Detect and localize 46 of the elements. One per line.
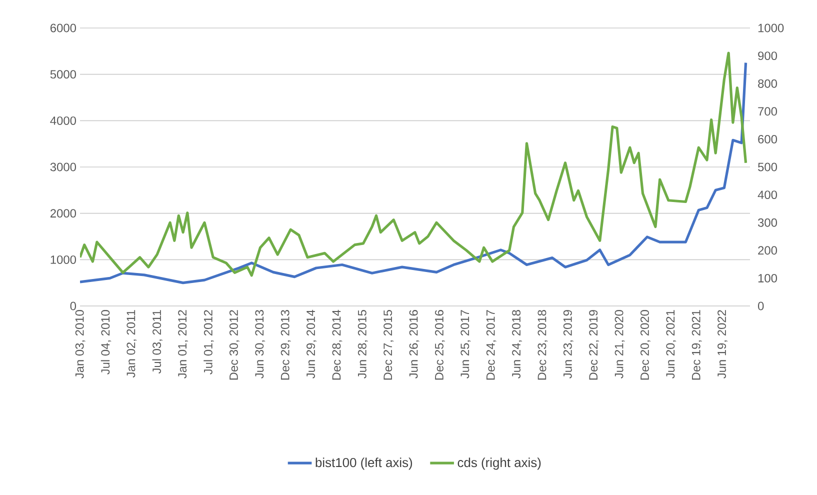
legend-label: bist100 (left axis) bbox=[316, 458, 412, 470]
y-tick-label: 0 bbox=[70, 302, 76, 310]
y2-tick-label: 900 bbox=[758, 52, 778, 60]
y2-tick-label: 800 bbox=[758, 79, 778, 88]
x-tick-label: Dec 22, 2019 bbox=[589, 310, 599, 380]
y2-tick-label: 100 bbox=[758, 274, 778, 282]
x-tick-label: Dec 24, 2017 bbox=[486, 310, 496, 380]
legend-label: cds (right axis) bbox=[458, 458, 541, 470]
y2-tick-label: 1000 bbox=[758, 24, 784, 32]
x-tick-label: Jun 19, 2022 bbox=[718, 310, 728, 378]
x-tick-label: Dec 27, 2015 bbox=[384, 310, 394, 380]
y2-tick-label: 700 bbox=[758, 107, 778, 116]
x-tick-label: Dec 20, 2020 bbox=[640, 310, 650, 380]
x-tick-label: Jun 29, 2014 bbox=[306, 310, 316, 378]
x-tick-label: Jan 02, 2011 bbox=[126, 310, 137, 378]
x-tick-label: Jun 20, 2021 bbox=[666, 310, 676, 378]
x-tick-label: Jul 04, 2010 bbox=[100, 310, 112, 374]
x-tick-label: Jul 03, 2011 bbox=[152, 310, 162, 374]
x-tick-label: Dec 25, 2016 bbox=[434, 310, 445, 380]
x-tick-label: Jun 21, 2020 bbox=[614, 310, 625, 378]
x-tick-label: Jun 30, 2013 bbox=[255, 310, 266, 378]
y-tick-label: 5000 bbox=[50, 70, 76, 79]
x-tick-label: Jun 24, 2018 bbox=[512, 310, 522, 378]
x-tick-label: Jun 25, 2017 bbox=[460, 310, 471, 378]
y-tick-label: 6000 bbox=[50, 24, 76, 32]
y-tick-label: 1000 bbox=[50, 255, 76, 264]
x-tick-label: Jun 28, 2015 bbox=[358, 310, 368, 378]
y2-tick-label: 200 bbox=[758, 246, 778, 255]
x-tick-label: Jul 01, 2012 bbox=[204, 310, 214, 374]
x-tick-label: Dec 30, 2012 bbox=[229, 310, 240, 380]
y2-tick-label: 600 bbox=[758, 134, 778, 144]
y-tick-label: 2000 bbox=[50, 209, 76, 218]
y-tick-label: 3000 bbox=[50, 162, 76, 172]
x-tick-label: Jan 03, 2010 bbox=[75, 310, 86, 378]
y2-tick-label: 400 bbox=[758, 190, 778, 200]
x-tick-label: Jun 23, 2019 bbox=[563, 310, 574, 378]
x-tick-label: Jun 26, 2016 bbox=[409, 310, 420, 378]
y2-tick-label: 500 bbox=[758, 162, 778, 172]
x-tick-label: Dec 23, 2018 bbox=[538, 310, 548, 380]
y2-tick-label: 0 bbox=[758, 302, 764, 310]
y-tick-label: 4000 bbox=[50, 116, 76, 125]
y2-tick-label: 300 bbox=[758, 218, 778, 227]
x-tick-label: Dec 29, 2013 bbox=[280, 310, 291, 380]
x-tick-label: Jan 01, 2012 bbox=[178, 310, 188, 378]
x-tick-label: Dec 28, 2014 bbox=[332, 310, 342, 380]
x-tick-label: Dec 19, 2021 bbox=[692, 310, 702, 380]
